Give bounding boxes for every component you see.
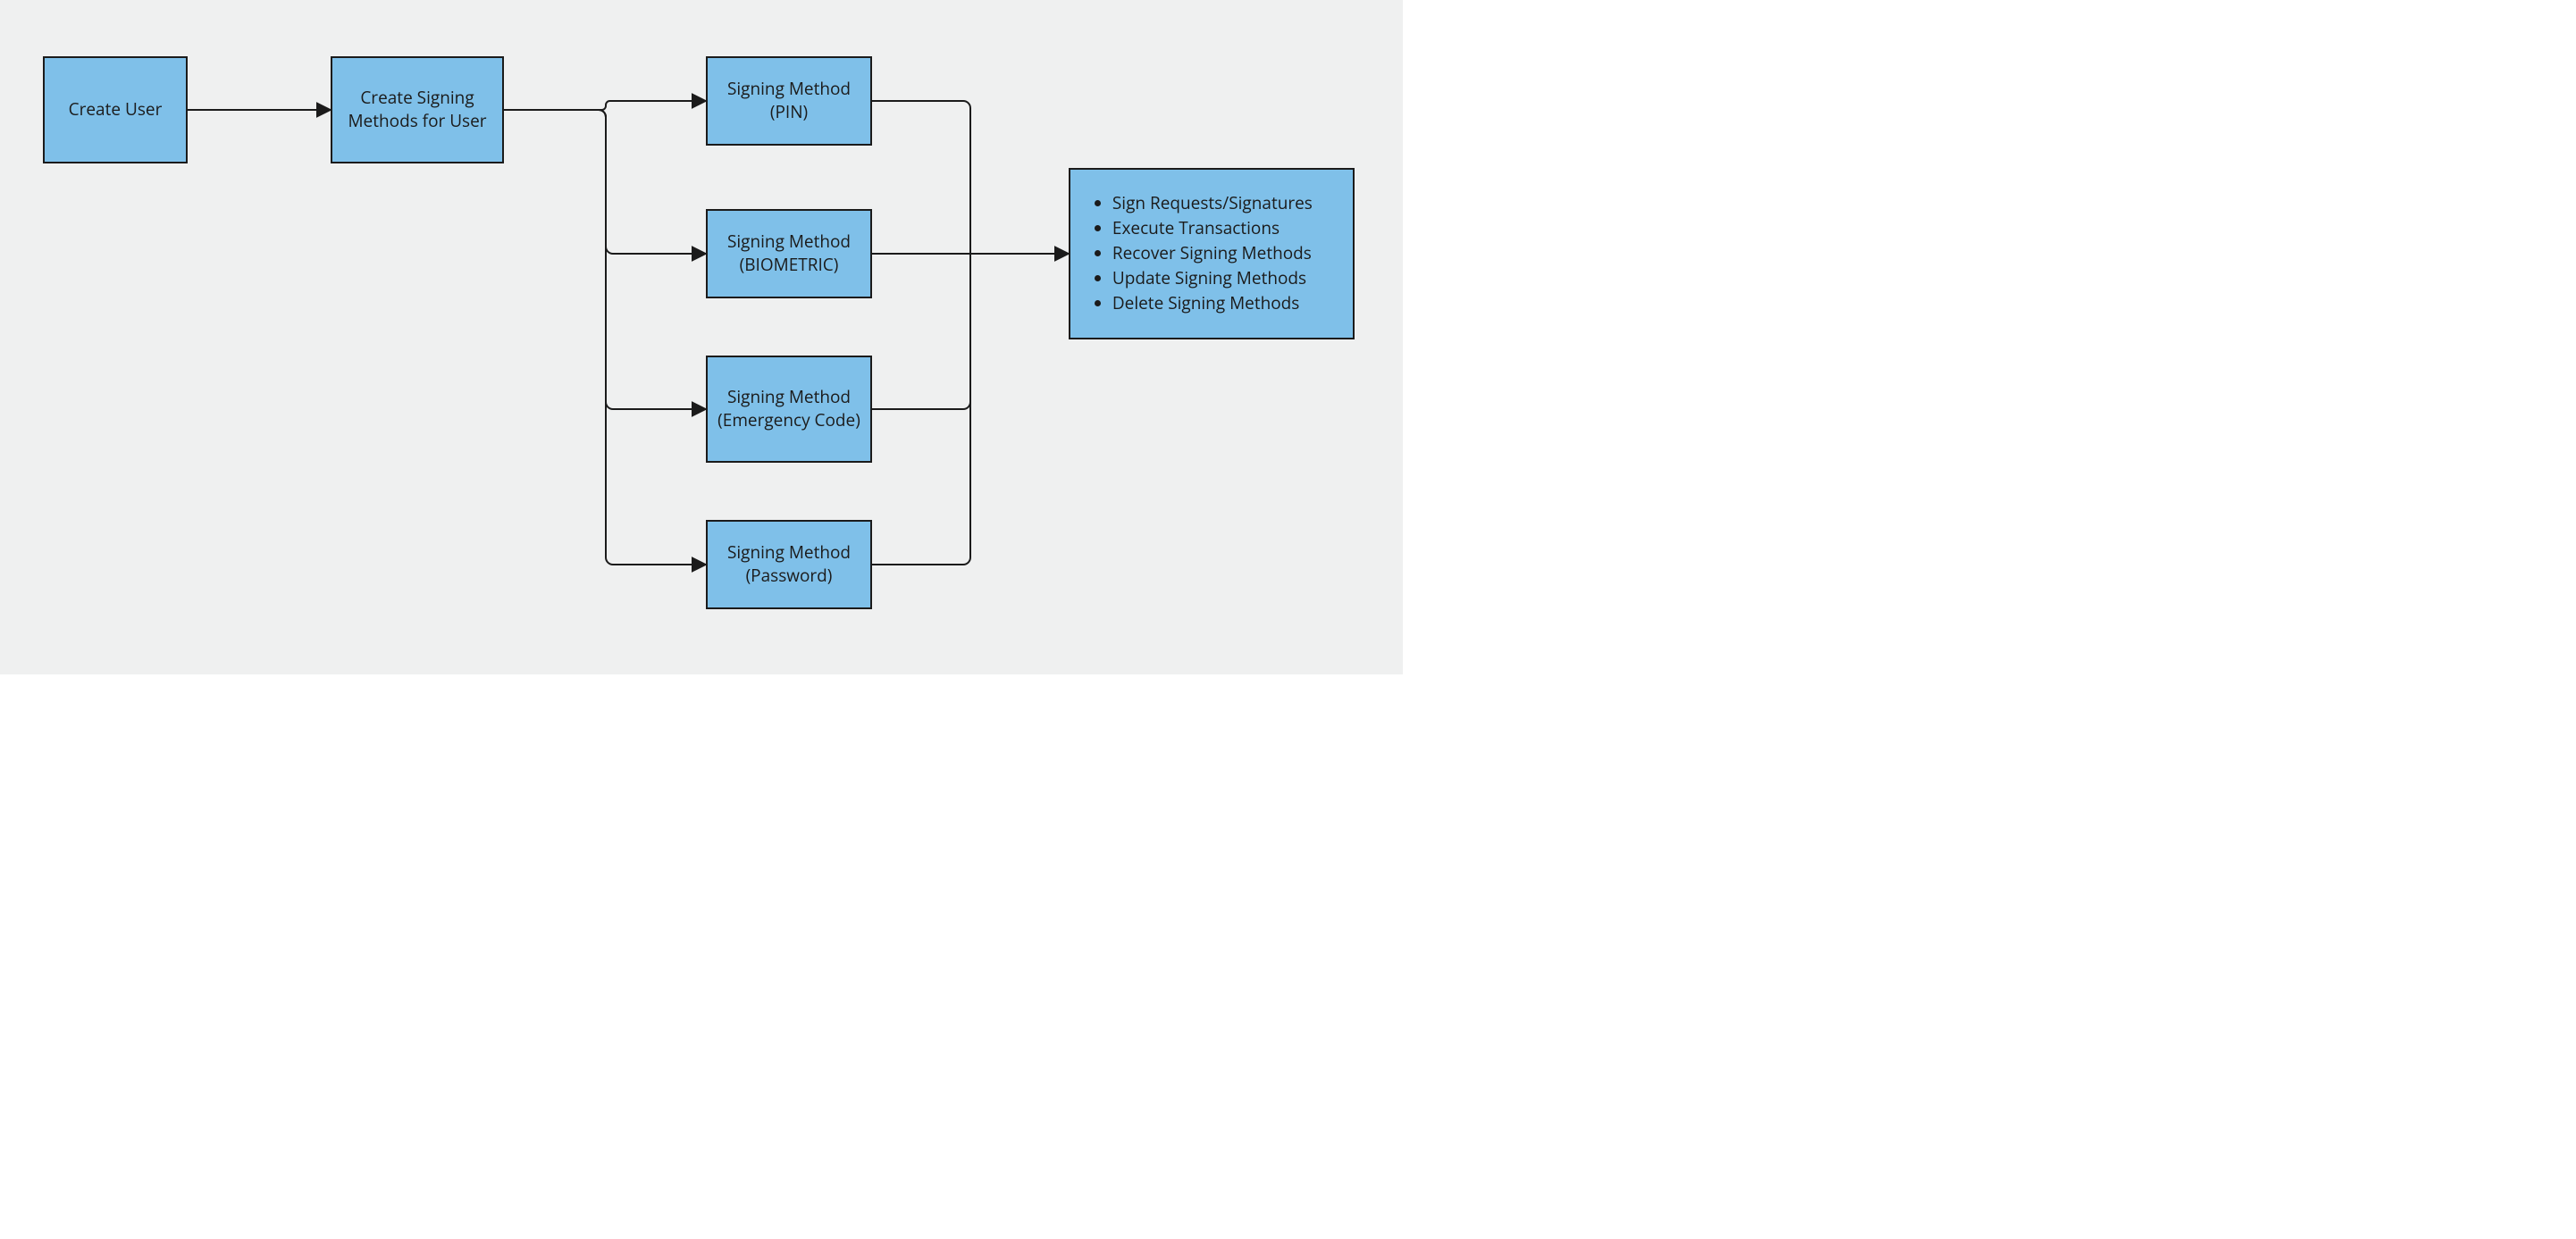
node-create-signing-methods: Create Signing Methods for User [331,56,504,163]
node-signing-method-pin: Signing Method (PIN) [706,56,872,146]
node-actions-item: Execute Transactions [1112,217,1313,240]
node-signing-method-password-label: Signing Method (Password) [708,541,870,587]
node-actions: Sign Requests/SignaturesExecute Transact… [1069,168,1355,339]
node-signing-method-biometric: Signing Method (BIOMETRIC) [706,209,872,298]
edge-create-signing-methods-to-signing-method-password [504,110,706,565]
flowchart: Create User Create Signing Methods for Us… [0,0,1403,674]
node-actions-item: Sign Requests/Signatures [1112,192,1313,215]
node-signing-method-biometric-label: Signing Method (BIOMETRIC) [708,230,870,276]
node-signing-method-emergency-label: Signing Method (Emergency Code) [708,386,870,431]
node-actions-item: Update Signing Methods [1112,267,1313,290]
node-signing-method-emergency: Signing Method (Emergency Code) [706,356,872,463]
node-create-signing-methods-label: Create Signing Methods for User [332,87,502,132]
node-actions-item: Delete Signing Methods [1112,292,1313,315]
edge-signing-method-emergency-merge [872,254,970,409]
edge-signing-method-password-merge [872,254,970,565]
node-create-user: Create User [43,56,188,163]
node-actions-item: Recover Signing Methods [1112,242,1313,265]
node-create-user-label: Create User [69,98,163,121]
edge-create-signing-methods-to-signing-method-emergency [504,110,706,409]
node-actions-list: Sign Requests/SignaturesExecute Transact… [1094,190,1313,317]
node-signing-method-password: Signing Method (Password) [706,520,872,609]
edge-signing-method-pin-merge [872,101,970,254]
edge-create-signing-methods-to-signing-method-biometric [504,110,706,254]
node-signing-method-pin-label: Signing Method (PIN) [708,78,870,123]
edge-create-signing-methods-to-signing-method-pin [504,101,706,110]
